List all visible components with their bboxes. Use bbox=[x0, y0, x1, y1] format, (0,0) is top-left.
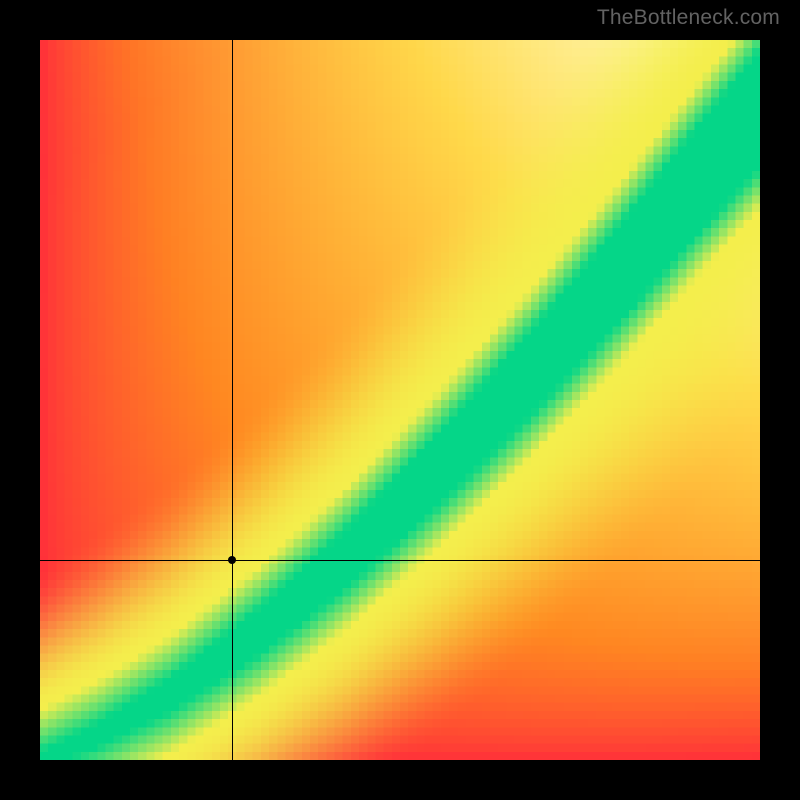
crosshair-point bbox=[228, 556, 236, 564]
chart-frame: TheBottleneck.com bbox=[0, 0, 800, 800]
plot-area bbox=[40, 40, 760, 760]
crosshair-horizontal bbox=[40, 560, 760, 561]
heatmap-canvas bbox=[40, 40, 760, 760]
crosshair-vertical bbox=[232, 40, 233, 760]
watermark-text: TheBottleneck.com bbox=[597, 6, 780, 30]
